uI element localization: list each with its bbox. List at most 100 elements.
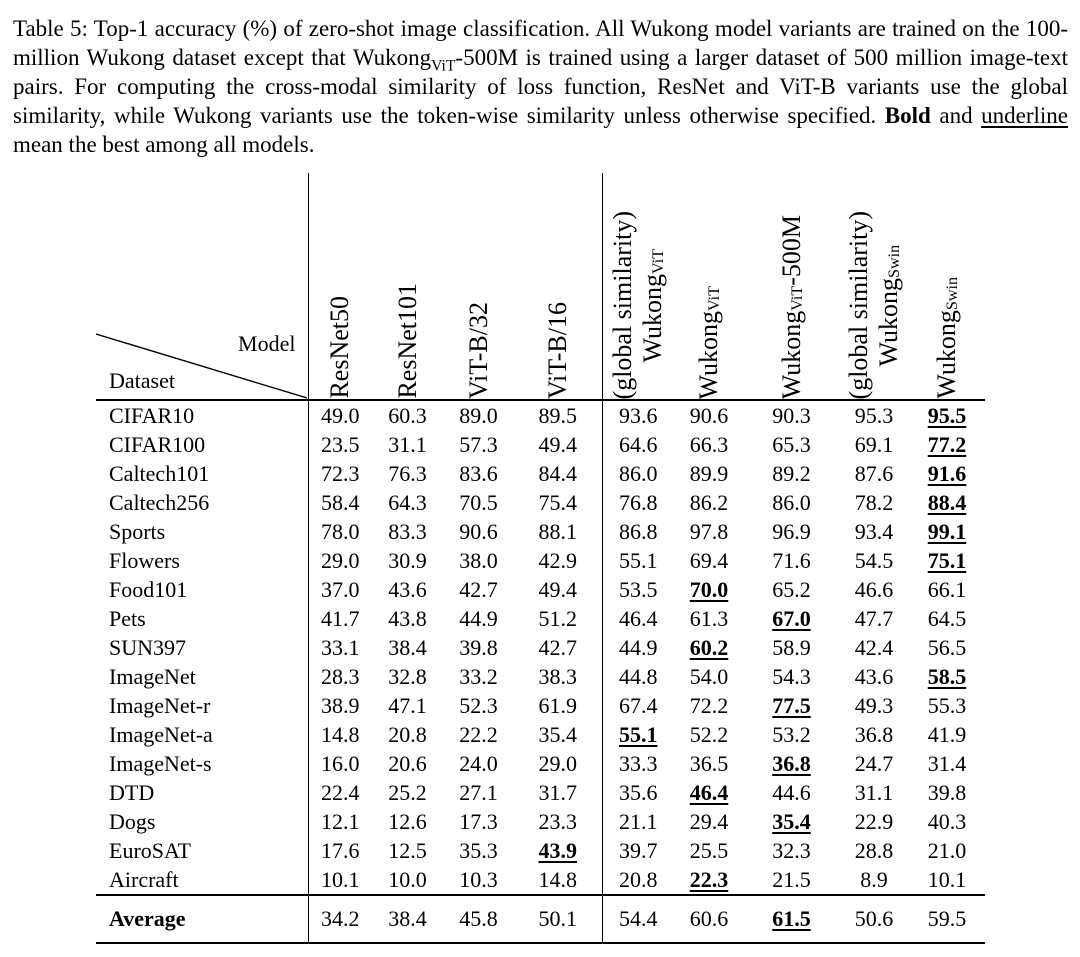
dataset-name: Aircraft [96,865,309,895]
accuracy-value: 27.1 [459,779,498,805]
dataset-name: Caltech256 [96,488,309,517]
accuracy-value: 31.1 [854,779,894,805]
column-header-resnet101: ResNet101 [372,173,443,401]
caption-subscript-vit: ViT [431,57,456,75]
accuracy-value: 77.2 [927,431,967,457]
accuracy-value: 77.5 [772,692,811,718]
column-header-wukong-swin: WukongSwin [909,173,985,401]
accuracy-value: 32.8 [388,663,427,689]
accuracy-value: 31.7 [538,779,578,805]
dataset-name: Average [96,894,309,944]
dataset-name: Sports [96,517,309,546]
accuracy-value: 60.6 [674,894,744,944]
accuracy-value: 24.7 [854,750,894,776]
accuracy-value: 38.0 [459,547,498,573]
accuracy-value: 55.3 [927,692,967,718]
accuracy-value: 88.4 [927,489,967,515]
dataset-name: Flowers [96,546,309,575]
accuracy-value: 21.1 [601,807,674,836]
accuracy-value: 47.7 [854,605,894,631]
accuracy-value: 12.1 [321,808,360,834]
accuracy-value: 41.7 [321,605,360,631]
accuracy-value: 67.4 [601,691,674,720]
dataset-name: ImageNet-r [96,691,309,720]
accuracy-value: 86.8 [601,517,674,546]
table-body: CIFAR10 49.0 60.3 89.0 89.5 93.6 90.6 90.3 95.3 9… [96,400,985,895]
accuracy-value: 76.8 [601,488,674,517]
accuracy-value: 86.0 [601,459,674,488]
accuracy-value: 72.3 [321,460,360,486]
caption-text-1: Table 5: Top-1 accuracy (%) of zero-shot… [13,16,1068,70]
accuracy-value: 76.3 [388,460,427,486]
accuracy-value: 42.9 [538,547,578,573]
accuracy-value: 38.3 [538,663,578,689]
column-header-wukong-vit: WukongViT [674,173,744,401]
accuracy-value: 65.3 [772,431,811,457]
accuracy-value: 21.5 [772,866,811,892]
accuracy-value: 50.1 [514,894,602,944]
accuracy-value: 89.5 [538,402,578,428]
accuracy-value: 93.6 [601,400,674,430]
accuracy-value: 46.6 [854,576,894,602]
accuracy-value: 64.5 [927,605,967,631]
rotated-header-label: WukongViT [694,281,724,399]
accuracy-value: 21.0 [927,837,967,863]
accuracy-value: 23.3 [538,808,578,834]
accuracy-value: 30.9 [388,547,427,573]
accuracy-value: 42.7 [538,634,578,660]
accuracy-value: 55.1 [601,546,674,575]
similarity-note: (global similarity) [608,210,638,399]
accuracy-value: 95.3 [854,402,894,428]
header-row: Model Dataset ResNet50 ResNet101 ViT-B/32 V… [96,173,985,401]
accuracy-value: 33.3 [601,749,674,778]
accuracy-value: 53.5 [601,575,674,604]
accuracy-value: 12.6 [388,808,427,834]
results-table: Model Dataset ResNet50 ResNet101 ViT-B/32 V… [96,173,985,944]
table-row: ImageNet-s 16.0 20.6 24.0 29.0 33.3 36.5 36.8 24… [96,749,985,778]
table-row: SUN397 33.1 38.4 39.8 42.7 44.9 60.2 58.9 42.4 56… [96,633,985,662]
accuracy-value: 69.4 [689,547,729,573]
accuracy-value: 36.8 [854,721,894,747]
average-row: Average 34.2 38.4 45.8 50.1 54.4 60.6 61.5 50.6 5… [96,894,985,944]
accuracy-value: 31.1 [388,431,427,457]
accuracy-value: 22.4 [321,779,360,805]
accuracy-value: 44.9 [459,605,498,631]
model-name: WukongSwin [932,277,962,399]
column-header-vit-b-16: ViT-B/16 [514,173,602,401]
column-header-wukong-vit-500m: WukongViT-500M [744,173,839,401]
dataset-name: Dogs [96,807,309,836]
table-row: Aircraft 10.1 10.0 10.3 14.8 20.8 22.3 21.5 8.9 1… [96,865,985,895]
accuracy-value: 25.5 [689,837,729,863]
model-name: WukongViT [638,248,668,362]
accuracy-value: 83.3 [388,518,427,544]
accuracy-value: 96.9 [772,518,811,544]
accuracy-value: 64.3 [388,489,427,515]
accuracy-value: 31.4 [927,750,967,776]
accuracy-value: 14.8 [538,866,578,892]
accuracy-value: 33.1 [321,634,360,660]
accuracy-value: 86.2 [689,489,729,515]
rotated-header-label: WukongViT-500M [777,210,807,399]
accuracy-value: 23.5 [321,431,360,457]
accuracy-value: 41.9 [927,721,967,747]
accuracy-value: 10.1 [321,866,360,892]
accuracy-value: 54.3 [772,663,811,689]
caption-text-4: mean the best among all models. [13,132,315,157]
accuracy-value: 43.8 [388,605,427,631]
accuracy-value: 29.0 [321,547,360,573]
table-row: Caltech101 72.3 76.3 83.6 84.4 86.0 89.9 89.2 87… [96,459,985,488]
caption-text-3: and [930,103,982,128]
table-row: Caltech256 58.4 64.3 70.5 75.4 76.8 86.2 86.0 78… [96,488,985,517]
accuracy-value: 89.9 [689,460,729,486]
accuracy-value: 22.2 [459,721,498,747]
accuracy-value: 90.3 [772,402,811,428]
accuracy-value: 47.1 [388,692,427,718]
accuracy-value: 43.6 [854,663,894,689]
table-row: ImageNet-a 14.8 20.8 22.2 35.4 55.1 52.2 53.2 36… [96,720,985,749]
table-row: CIFAR100 23.5 31.1 57.3 49.4 64.6 66.3 65.3 69.1… [96,430,985,459]
accuracy-value: 34.2 [308,894,372,944]
table-row: ImageNet-r 38.9 47.1 52.3 61.9 67.4 72.2 77.5 49… [96,691,985,720]
accuracy-value: 8.9 [860,866,888,892]
accuracy-value: 37.0 [321,576,360,602]
accuracy-value: 87.6 [854,460,894,486]
